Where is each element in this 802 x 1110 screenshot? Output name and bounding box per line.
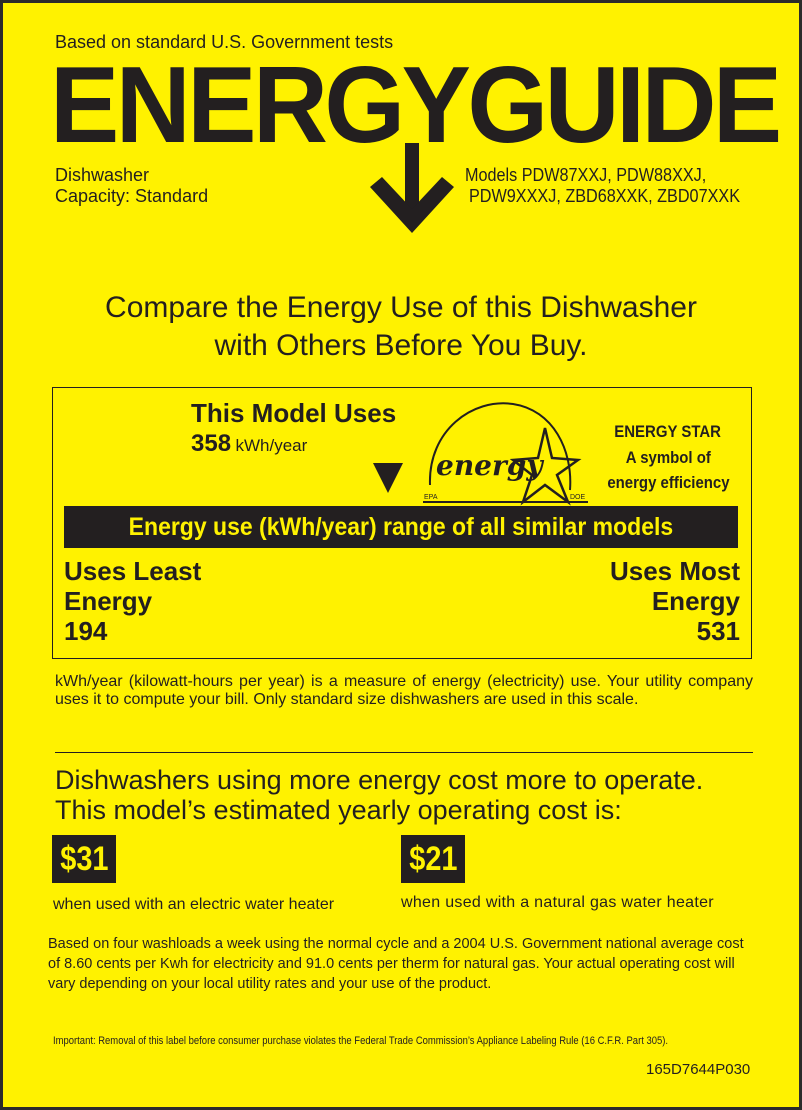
energy-star-line3: energy efficiency: [606, 473, 730, 492]
label-code: 165D7644P030: [646, 1061, 751, 1078]
kwh-explanation: kWh/year (kilowatt-hours per year) is a …: [55, 673, 753, 708]
cost-heading-2: This model’s estimated yearly operating …: [55, 795, 622, 825]
this-model-uses: This Model Uses: [191, 398, 397, 428]
range-bar-text: Energy use (kWh/year) range of all simil…: [128, 513, 674, 541]
svg-text:energy: energy: [436, 449, 544, 482]
removal-warning: Important: Removal of this label before …: [53, 1035, 669, 1047]
cost-heading-1: Dishwashers using more energy cost more …: [55, 765, 704, 795]
appliance-type: Dishwasher: [55, 165, 150, 185]
model-usage: 358 kWh/year: [191, 430, 307, 458]
title-text: ENERGYGUIDE: [50, 44, 782, 167]
cost-basis: Based on four washloads a week using the…: [48, 936, 744, 992]
models-line-1: Models PDW87XXJ, PDW88XXJ,: [465, 165, 707, 185]
svg-text:EPA: EPA: [424, 494, 438, 501]
tests-note: Based on standard U.S. Government tests: [55, 32, 394, 52]
energy-star-logo: energy EPA DOE: [423, 402, 588, 506]
electric-cost-label: when used with an electric water heater: [53, 896, 335, 913]
energy-star-title: ENERGY STAR: [614, 422, 722, 441]
uses-least-label-2: Energy: [64, 586, 153, 616]
models-line-2: PDW9XXXJ, ZBD68XXK, ZBD07XXK: [469, 186, 740, 206]
divider: [55, 752, 753, 753]
energyguide-title: ENERGYGUIDE: [50, 51, 802, 169]
uses-most-label-1: Uses Most: [609, 556, 740, 586]
model-marker-triangle-icon: [373, 463, 403, 493]
uses-least-value: 194: [64, 616, 108, 646]
arrow-down-icon: [370, 143, 454, 233]
usage-box: This Model Uses 358 kWh/year energy EPA …: [52, 387, 752, 659]
model-usage-unit: kWh/year: [235, 436, 308, 455]
gas-cost-badge: $21: [401, 835, 465, 883]
capacity: Capacity: Standard: [55, 186, 209, 206]
gas-cost-label: when used with a natural gas water heate…: [401, 894, 714, 911]
svg-text:DOE: DOE: [570, 494, 586, 501]
uses-most-label-2: Energy: [651, 586, 740, 616]
compare-heading-2: with Others Before You Buy.: [214, 329, 588, 362]
uses-least-label-1: Uses Least: [64, 556, 202, 586]
energy-star-line2: A symbol of: [625, 448, 711, 467]
range-bar: Energy use (kWh/year) range of all simil…: [64, 506, 738, 548]
uses-most-value: 531: [696, 616, 740, 646]
compare-heading-1: Compare the Energy Use of this Dishwashe…: [105, 291, 697, 324]
model-usage-value: 358: [191, 430, 232, 457]
electric-cost-badge: $31: [52, 835, 116, 883]
